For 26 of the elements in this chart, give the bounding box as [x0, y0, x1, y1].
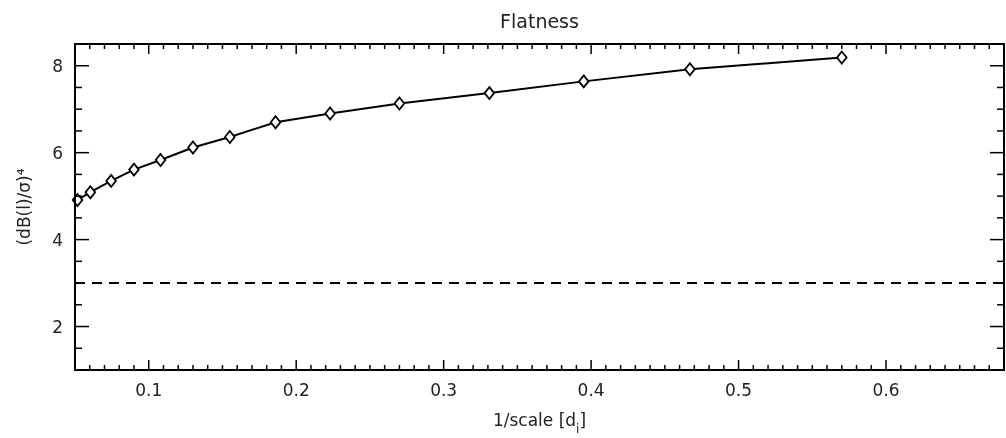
chart-title: Flatness — [500, 10, 579, 32]
point — [105, 174, 117, 188]
x-tick-label: 0.1 — [135, 380, 163, 400]
y-tick-label: 2 — [52, 316, 63, 337]
y-tick-label: 4 — [52, 229, 63, 250]
point — [393, 96, 406, 111]
point — [128, 162, 140, 177]
point — [684, 62, 696, 77]
point — [84, 185, 97, 200]
x-axis-title: 1/scale [d$_{i}$] — [492, 410, 587, 436]
point — [154, 153, 167, 167]
point — [483, 86, 496, 101]
point — [836, 50, 848, 65]
y-tick-label: 6 — [52, 142, 63, 163]
point — [578, 74, 590, 89]
x-tick-label: 0.4 — [577, 380, 605, 400]
point — [324, 106, 336, 121]
x-tick-label: 0.3 — [430, 380, 458, 400]
point — [187, 140, 199, 155]
point — [224, 130, 236, 144]
y-axis-title: (dB(l)/σ)⁴ — [14, 168, 34, 246]
x-tick-label: 0.5 — [725, 380, 753, 400]
y-tick-label: 8 — [52, 55, 63, 76]
x-tick-label: 0.6 — [872, 380, 900, 400]
x-tick-label: 0.2 — [282, 380, 310, 400]
point — [269, 115, 282, 130]
